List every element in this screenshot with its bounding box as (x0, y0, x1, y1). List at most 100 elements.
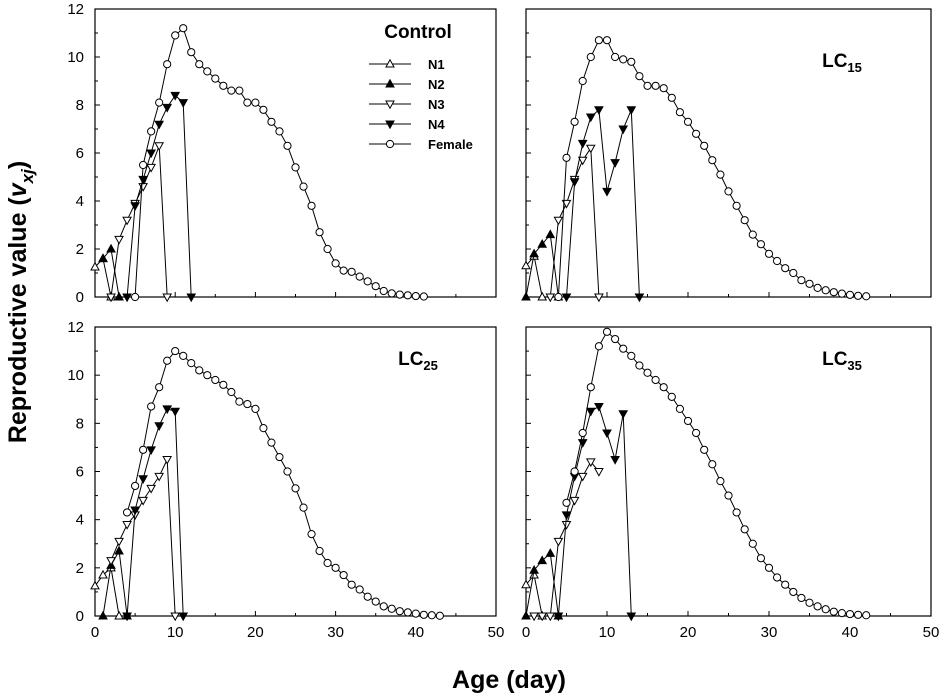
series-line (110, 145, 168, 298)
x-tick-label: 30 (327, 624, 344, 641)
legend-marker (385, 58, 395, 68)
data-point (171, 346, 180, 356)
data-point (732, 508, 741, 517)
data-point (602, 327, 612, 336)
data-point (170, 612, 181, 622)
data-point (619, 55, 628, 64)
data-point (724, 187, 733, 196)
data-point (146, 149, 156, 159)
data-point (553, 612, 564, 622)
series-n4 (122, 91, 197, 303)
data-point (403, 608, 412, 617)
data-point (837, 609, 847, 618)
data-point (594, 342, 604, 351)
data-point (163, 60, 172, 69)
data-point (716, 477, 725, 486)
y-tick-label: 4 (76, 193, 84, 210)
data-point (187, 48, 196, 57)
panel-title: LC25 (398, 349, 438, 373)
y-tick-label: 10 (67, 367, 84, 384)
data-point (773, 573, 782, 582)
data-point (155, 383, 164, 392)
data-point (195, 60, 204, 69)
data-point (553, 216, 564, 226)
data-point (179, 24, 188, 33)
data-point (122, 508, 132, 517)
data-point (627, 57, 636, 66)
data-point (154, 472, 165, 482)
data-point (138, 475, 148, 484)
data-point (130, 506, 140, 516)
data-point (339, 266, 348, 275)
data-point (227, 86, 236, 95)
data-point (610, 159, 620, 168)
x-tick-label: 0 (91, 624, 99, 641)
data-point (379, 602, 388, 611)
data-point (537, 238, 548, 248)
data-point (170, 407, 181, 417)
data-point (569, 178, 580, 188)
data-point (299, 503, 308, 512)
series-n3 (545, 144, 604, 303)
data-point (411, 291, 420, 301)
data-point (659, 84, 668, 93)
series-female (554, 36, 871, 302)
series-n4 (122, 405, 189, 622)
data-point (554, 292, 563, 302)
data-point (387, 289, 396, 298)
data-point (586, 52, 595, 62)
data-point (155, 98, 164, 107)
legend-label: N3 (428, 97, 445, 112)
data-point (315, 546, 324, 556)
legend-marker (385, 100, 395, 110)
data-point (667, 93, 676, 102)
data-point (716, 170, 725, 179)
data-point (585, 458, 596, 468)
panel-title: LC15 (822, 51, 862, 75)
data-point (131, 292, 140, 302)
data-point (577, 472, 588, 482)
data-point (537, 612, 548, 622)
data-point (821, 286, 830, 295)
data-point (307, 201, 316, 210)
plot-frame (94, 8, 497, 298)
data-point (323, 558, 332, 568)
data-point (315, 228, 324, 237)
data-point (187, 359, 196, 368)
series-line (534, 461, 600, 617)
data-point (586, 383, 595, 392)
data-point (634, 293, 645, 303)
y-tick-label: 6 (76, 464, 84, 481)
data-point (371, 597, 380, 606)
data-point (259, 424, 268, 433)
series-line (566, 108, 640, 298)
data-point (521, 260, 531, 270)
x-tick-label: 0 (522, 624, 530, 641)
data-point (106, 557, 116, 566)
series-line (525, 573, 543, 617)
legend: N1 N2 N3 N4 Female (369, 57, 473, 152)
data-point (585, 144, 596, 154)
y-tick-label: 12 (67, 1, 84, 18)
data-point (106, 243, 116, 253)
x-tick-label: 50 (488, 624, 505, 641)
series-line (102, 549, 128, 617)
data-point (395, 607, 404, 616)
legend-label: N4 (428, 117, 445, 132)
data-point (521, 579, 531, 589)
x-tick-label: 10 (167, 624, 184, 641)
data-point (643, 368, 652, 377)
data-point (106, 293, 116, 303)
data-point (90, 580, 100, 590)
y-tick-label: 8 (76, 97, 84, 114)
data-point (331, 259, 340, 268)
data-point (537, 291, 548, 301)
data-point (577, 139, 588, 149)
data-point (521, 291, 531, 301)
panel-title: LC35 (822, 349, 862, 373)
data-point (594, 106, 604, 116)
x-tick-label: 40 (407, 624, 424, 641)
data-point (578, 76, 587, 86)
data-point (683, 117, 693, 126)
